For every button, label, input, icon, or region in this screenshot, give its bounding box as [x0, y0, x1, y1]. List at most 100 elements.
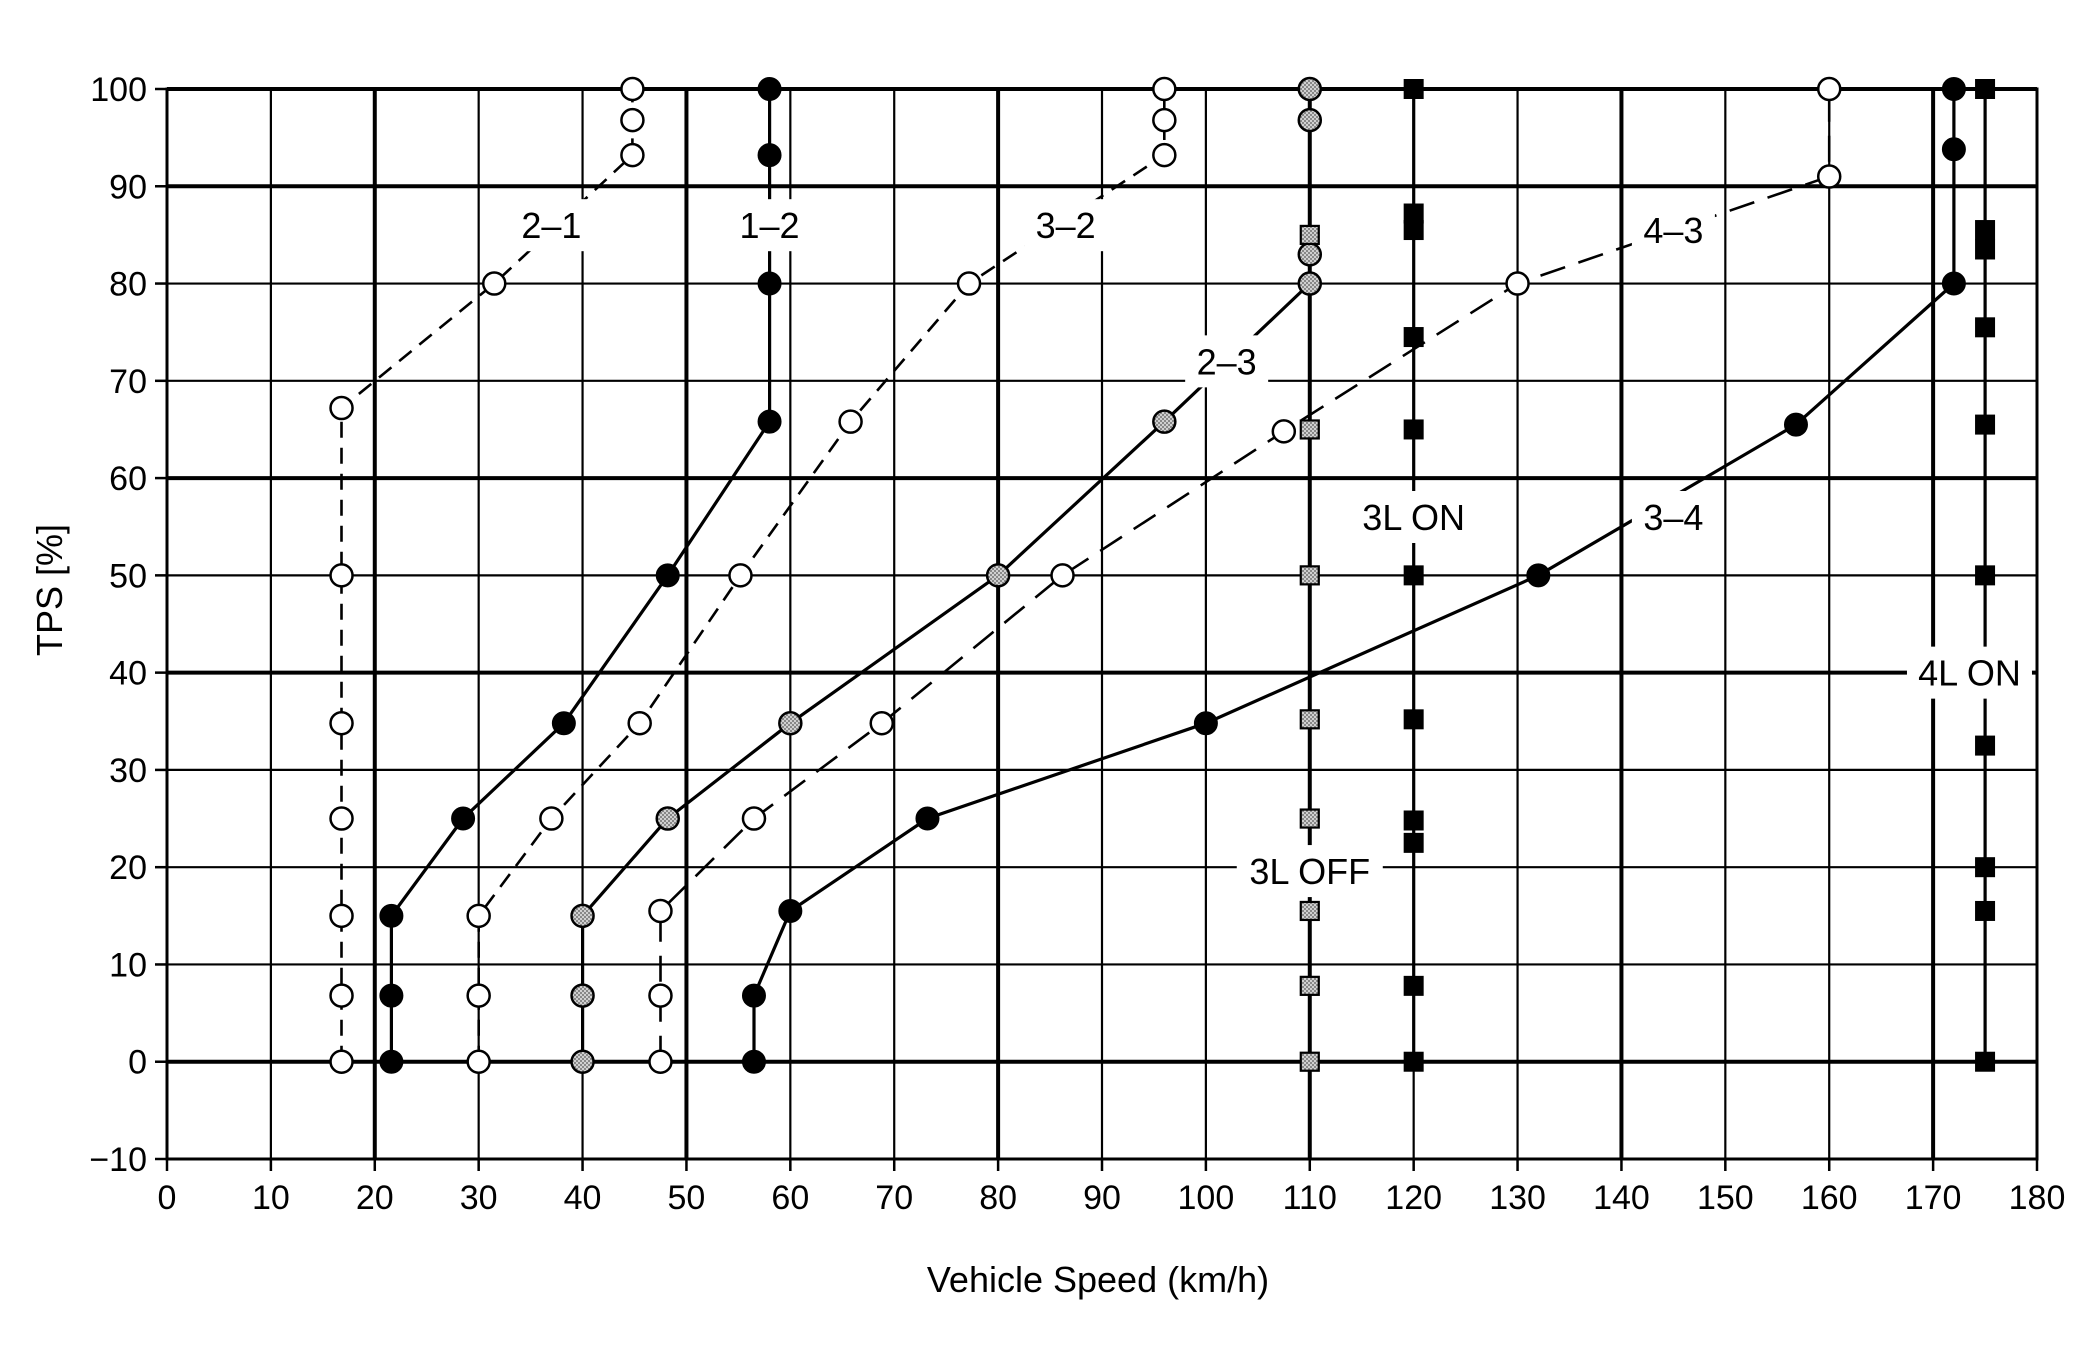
- data-point-4-3: [1505, 271, 1530, 296]
- x-tick-label: 110: [1283, 1179, 1337, 1217]
- data-point-3l-off: [1299, 709, 1320, 730]
- data-point-2-1: [329, 1049, 354, 1074]
- y-tick-label: 40: [109, 655, 147, 693]
- data-points: [329, 76, 1996, 1074]
- data-point-3-2: [466, 983, 491, 1008]
- data-point-4l-on: [1975, 857, 1996, 878]
- data-point-3-4: [1783, 412, 1808, 437]
- data-point-1-2: [655, 563, 680, 588]
- series-label-group: 3L OFF: [1236, 845, 1383, 898]
- data-point-3-4: [741, 1049, 766, 1074]
- data-point-3l-off: [1299, 975, 1320, 996]
- grid: [155, 87, 2039, 1171]
- x-tick-label: 170: [1905, 1179, 1962, 1217]
- data-point-3-2: [466, 1049, 491, 1074]
- series-label-background: [1631, 204, 1715, 257]
- data-point-2-3: [1297, 76, 1323, 102]
- series-label-background: [728, 199, 812, 252]
- x-tick-label: 40: [564, 1179, 602, 1217]
- tick-labels: 0 10 20 30 40 50 60 70 80 90 100 110 120 130 140 150 160…: [89, 71, 2065, 1217]
- y-tick-label: 0: [128, 1044, 147, 1082]
- data-point-2-3: [1297, 271, 1323, 296]
- x-tick-label: 130: [1489, 1179, 1546, 1217]
- data-point-4-3: [648, 983, 673, 1008]
- data-point-3l-off: [1299, 224, 1320, 246]
- x-tick-label: 140: [1593, 1179, 1650, 1217]
- x-tick-label: 160: [1801, 1179, 1858, 1217]
- data-point-3l-on: [1403, 419, 1424, 440]
- data-point-2-3: [655, 806, 680, 831]
- y-tick-label: 20: [109, 849, 147, 887]
- data-point-2-1: [329, 903, 354, 929]
- series-label: 4L ON: [1918, 653, 2021, 694]
- data-point-2-1: [329, 563, 354, 588]
- annotations: 2–1 1–2 3–2 2–3 4–3 3–4 3L ON 3L OFF 4L ON: [509, 199, 2032, 898]
- x-tick-label: 10: [252, 1179, 290, 1217]
- data-point-4l-on: [1975, 1051, 1996, 1072]
- data-point-1-2: [757, 409, 782, 434]
- y-tick-label: 50: [109, 557, 147, 595]
- data-point-3-2: [728, 563, 753, 588]
- data-point-4l-on: [1975, 565, 1996, 586]
- data-point-2-1: [620, 76, 645, 102]
- data-point-4-3: [869, 710, 895, 736]
- data-point-1-2: [379, 983, 404, 1008]
- data-point-2-3: [570, 983, 595, 1008]
- series-label: 3–4: [1643, 497, 1703, 538]
- series-label: 3–2: [1036, 205, 1096, 246]
- data-point-3l-on: [1403, 709, 1424, 730]
- series-label-group: 3–2: [1024, 199, 1108, 252]
- data-point-3-4: [1941, 137, 1966, 162]
- series-label-group: 3L ON: [1351, 491, 1477, 543]
- data-point-3-2: [1152, 107, 1177, 133]
- data-point-3l-on: [1403, 327, 1424, 348]
- data-point-3l-on: [1403, 220, 1424, 241]
- data-point-4-3: [1816, 76, 1842, 102]
- data-point-2-1: [329, 983, 354, 1008]
- x-tick-label: 180: [2009, 1179, 2066, 1217]
- series-label-background: [1185, 335, 1269, 388]
- series-label-group: 2–3: [1185, 335, 1269, 388]
- series-label: 3L ON: [1362, 497, 1465, 538]
- data-point-2-3: [985, 563, 1011, 588]
- y-tick-label: 60: [109, 460, 147, 498]
- data-point-4l-on: [1975, 900, 1996, 921]
- series-label: 3L OFF: [1249, 851, 1370, 892]
- data-point-1-2: [379, 1049, 404, 1074]
- x-tick-label: 120: [1385, 1179, 1442, 1217]
- series-label: 4–3: [1643, 210, 1703, 251]
- data-point-1-2: [757, 143, 782, 168]
- series-label: 2–3: [1197, 341, 1257, 382]
- y-tick-label: 10: [109, 946, 147, 984]
- data-point-3-2: [1152, 76, 1177, 102]
- data-point-3l-off: [1299, 419, 1320, 440]
- data-point-3-2: [466, 903, 491, 929]
- data-point-3-2: [539, 806, 564, 831]
- x-axis-title: Vehicle Speed (km/h): [927, 1259, 1269, 1300]
- data-point-2-3: [570, 903, 595, 929]
- data-point-4-3: [1271, 419, 1297, 444]
- data-point-2-3: [1297, 242, 1323, 267]
- y-tick-label: 90: [109, 168, 147, 206]
- x-tick-label: 50: [668, 1179, 706, 1217]
- data-point-4-3: [648, 1049, 673, 1074]
- data-point-2-1: [620, 107, 645, 133]
- x-tick-label: 70: [875, 1179, 913, 1217]
- series-label-background: [509, 199, 593, 252]
- y-tick-label: 100: [90, 71, 147, 109]
- data-point-4l-on: [1975, 220, 1996, 241]
- data-point-2-1: [329, 710, 354, 736]
- x-tick-label: 150: [1697, 1179, 1754, 1217]
- series-label-group: 3–4: [1631, 491, 1715, 543]
- data-point-4-3: [741, 806, 767, 831]
- data-point-3-4: [1193, 711, 1218, 736]
- data-point-3l-off: [1299, 900, 1320, 922]
- data-point-3-4: [1941, 77, 1966, 101]
- series-label-group: 4–3: [1631, 204, 1715, 257]
- data-point-3-2: [1152, 142, 1177, 168]
- data-point-4l-on: [1975, 414, 1996, 435]
- data-point-2-1: [329, 395, 354, 421]
- data-point-3l-off: [1299, 1051, 1320, 1072]
- x-tick-label: 0: [158, 1179, 177, 1217]
- data-point-3-4: [915, 806, 940, 831]
